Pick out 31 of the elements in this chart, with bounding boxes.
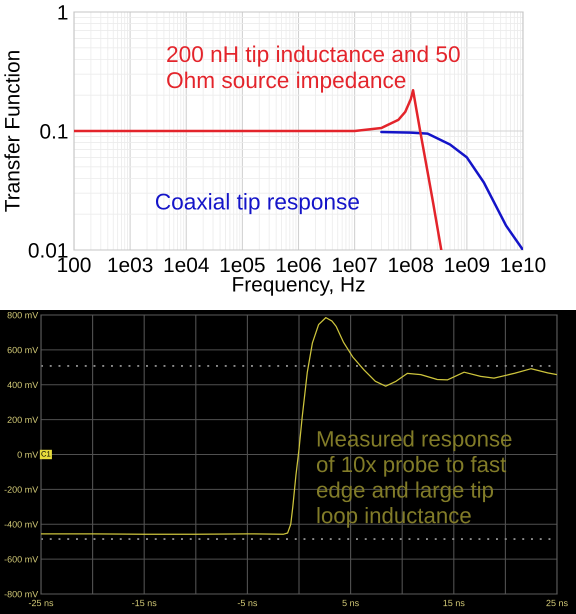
y-tick-label: 800 mV bbox=[8, 312, 38, 318]
x-tick-label: -5 ns bbox=[238, 600, 258, 606]
y-tick-label: 1 bbox=[58, 5, 68, 20]
x-tick-label: -25 ns bbox=[28, 600, 54, 606]
x-tick-label: 1e03 bbox=[108, 257, 152, 272]
y-tick-label: 0.01 bbox=[28, 243, 68, 258]
x-tick-label: 1e10 bbox=[501, 257, 546, 272]
x-tick-label: 1e05 bbox=[220, 257, 265, 272]
x-tick-label: 1e08 bbox=[389, 257, 434, 272]
x-tick-label: 15 ns bbox=[443, 600, 465, 606]
y-tick-label: -800 mV bbox=[4, 590, 38, 598]
series-label: 200 nH tip inductance and 50 Ohm source impedance bbox=[167, 46, 460, 93]
x-tick-label: -15 ns bbox=[132, 600, 156, 606]
x-tick-label: 1e07 bbox=[333, 257, 377, 272]
x-tick-label: 5 ns bbox=[342, 600, 359, 606]
y-tick-label: 600 mV bbox=[8, 346, 38, 354]
y-tick-label: -200 mV bbox=[4, 486, 38, 493]
x-tick-label: 1e04 bbox=[164, 257, 209, 272]
x-tick-label: 1e09 bbox=[445, 257, 490, 272]
y-tick-label: 400 mV bbox=[7, 382, 38, 388]
y-axis-title: Transfer Function bbox=[4, 51, 20, 212]
y-tick-label: 0.1 bbox=[40, 124, 68, 139]
x-tick-label: 100 bbox=[58, 257, 91, 272]
y-tick-label: 0 mV bbox=[18, 451, 38, 458]
x-axis-title: Frequency, Hz bbox=[233, 277, 364, 296]
x-tick-label: 1e06 bbox=[276, 257, 321, 272]
y-tick-label: 200 mV bbox=[8, 416, 38, 423]
y-tick-label: -400 mV bbox=[4, 521, 38, 528]
text: Coaxial tip response bbox=[156, 193, 359, 214]
x-tick-label: 25 ns bbox=[546, 600, 568, 606]
y-tick-label: -600 mV bbox=[4, 556, 38, 562]
